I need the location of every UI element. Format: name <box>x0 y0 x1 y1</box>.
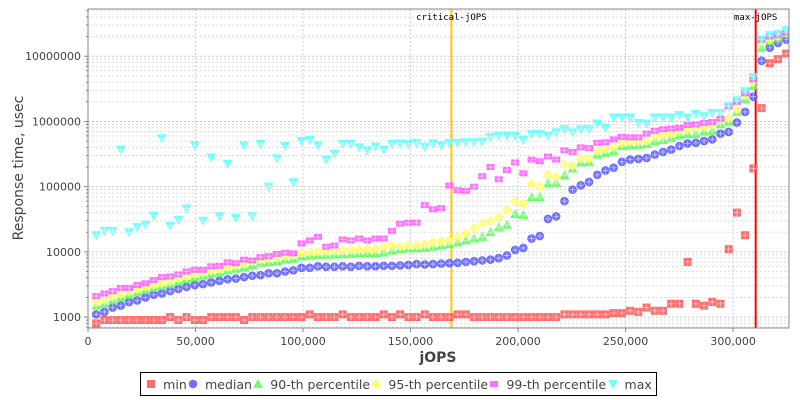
series-max <box>91 26 789 241</box>
legend-item: min <box>145 377 187 392</box>
legend-circle-icon <box>188 379 198 389</box>
legend-item: max <box>607 377 652 392</box>
legend-rect-icon <box>490 381 499 387</box>
y-tick-label: 10000000 <box>25 50 81 63</box>
x-tick-label: 100,000 <box>280 335 326 348</box>
legend-marker <box>147 380 156 388</box>
legend-marker <box>490 381 499 387</box>
annotation-label: max-jOPS <box>734 13 777 23</box>
series-min <box>92 49 789 328</box>
x-tick-label: 50,000 <box>176 335 215 348</box>
legend-label: median <box>205 376 252 392</box>
legend-label: 95-th percentile <box>388 376 489 392</box>
legend-item: 95-th percentile <box>370 377 488 392</box>
legend: min median 90-th percentile 95-th percentil… <box>140 372 657 396</box>
legend-triangle-up-icon <box>253 379 264 388</box>
x-tick-label: 0 <box>85 335 92 348</box>
annotation-label: critical-jOPS <box>416 13 486 23</box>
legend-marker <box>188 379 198 389</box>
legend-marker <box>371 379 382 389</box>
x-tick-label: 200,000 <box>495 335 541 348</box>
legend-label: 99-th percentile <box>506 376 607 392</box>
response-time-chart: critical-jOPS max-jOPS 100010000100000100… <box>11 8 790 366</box>
y-tick-label: 10000 <box>46 246 81 259</box>
x-axis-title: jOPS <box>418 350 456 366</box>
y-axis-title: Response time, usec <box>11 96 27 241</box>
legend-square-icon <box>147 380 156 388</box>
legend-marker <box>607 380 618 389</box>
x-tick-label: 250,000 <box>603 335 649 348</box>
legend-triangle-down-icon <box>607 380 618 389</box>
legend-diamond-icon <box>371 379 382 389</box>
plot-frame <box>87 8 790 329</box>
legend-marker <box>253 379 264 388</box>
legend-label: max <box>624 376 652 392</box>
legend-item: 99-th percentile <box>488 377 606 392</box>
y-tick-label: 100000 <box>39 181 81 194</box>
legend-item: 90-th percentile <box>252 377 370 392</box>
legend-label: min <box>163 376 187 392</box>
x-tick-label: 150,000 <box>388 335 434 348</box>
data-points <box>91 26 789 328</box>
x-tick-label: 300,000 <box>710 335 756 348</box>
y-tick-label: 1000000 <box>32 115 81 128</box>
legend-label: 90-th percentile <box>270 376 371 392</box>
series-99-th-percentile <box>92 29 789 300</box>
axis-ticks: 1000 10000 100000 1000000 10000000 0 50,000 100… <box>25 10 756 348</box>
y-tick-label: 1000 <box>53 311 81 324</box>
legend-item: median <box>187 377 252 392</box>
